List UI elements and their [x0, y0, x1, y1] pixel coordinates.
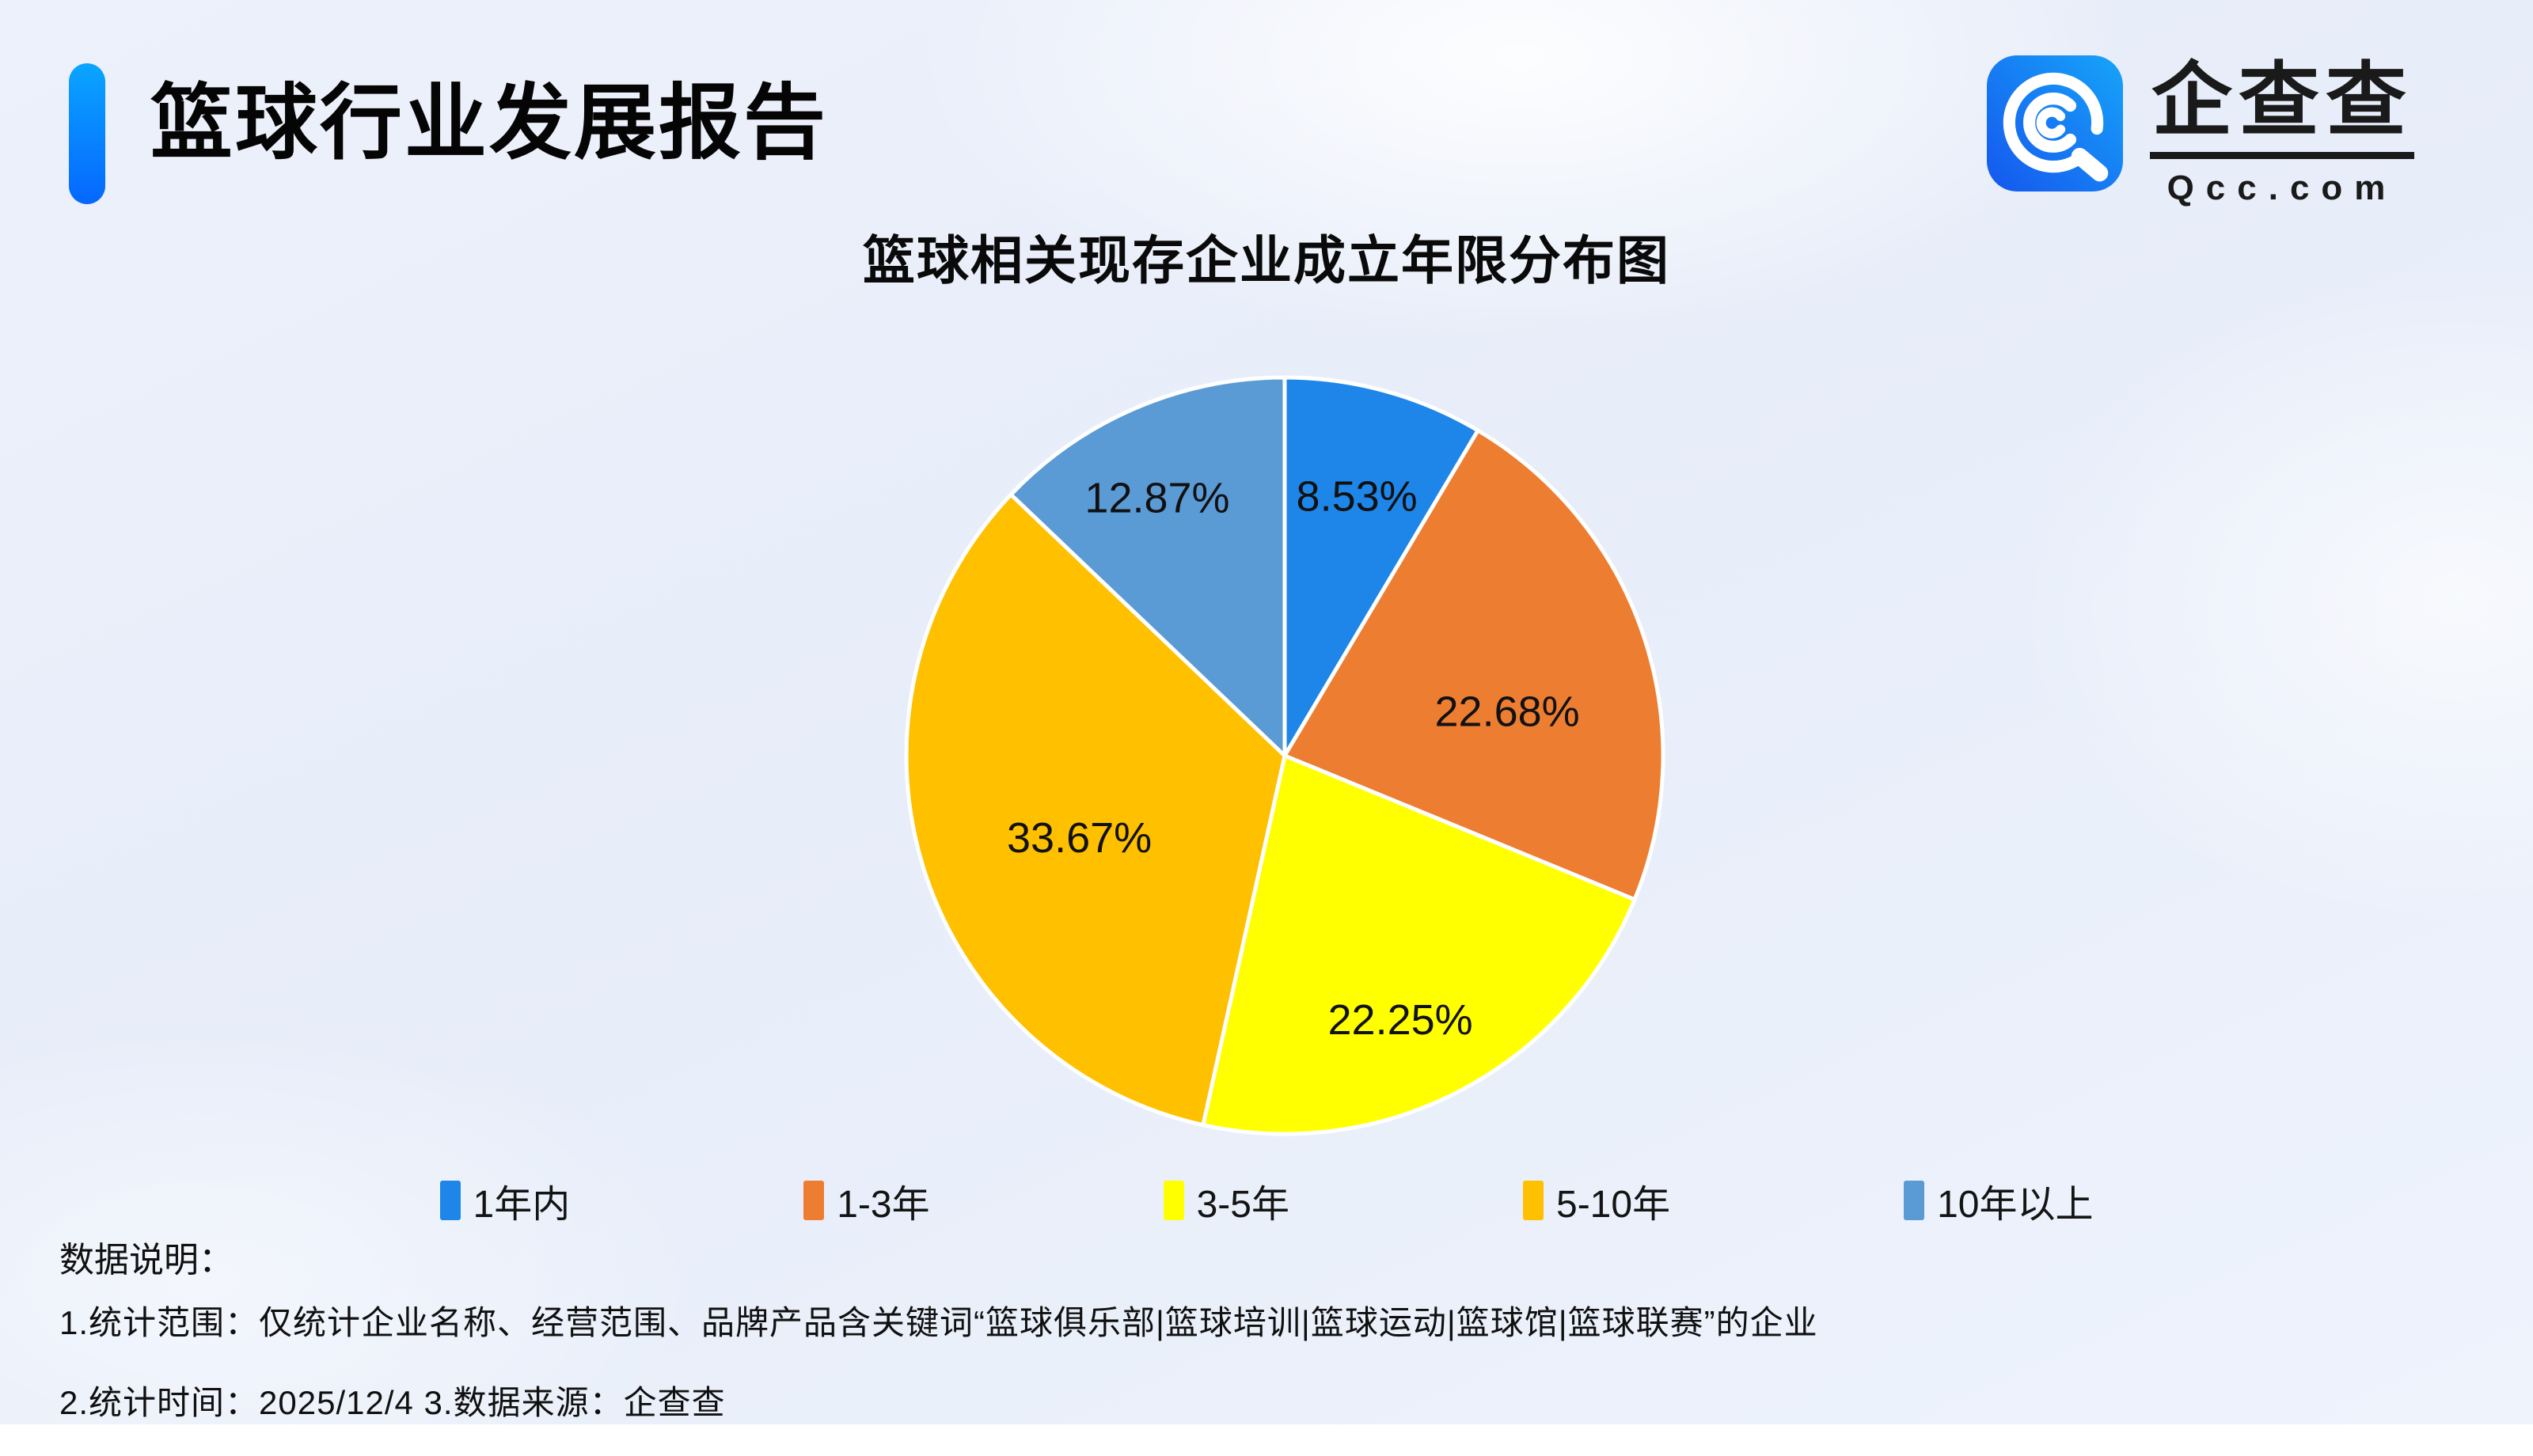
pie-slice-5-10年	[904, 492, 1287, 1128]
chart-legend: 1年内 1-3年 3-5年 5-10年 10年以上	[0, 1173, 2533, 1228]
legend-item-1年内: 1年内	[439, 1173, 571, 1228]
title-accent-bar	[69, 63, 105, 204]
chart-title: 篮球相关现存企业成立年限分布图	[863, 231, 1670, 290]
pie-label-1-3年: 22.68%	[1435, 688, 1580, 735]
pie-slice-1-3年	[1282, 428, 1665, 902]
legend-item-1-3年: 1-3年	[803, 1173, 930, 1228]
legend-swatch-icon	[803, 1181, 825, 1220]
legend-item-10年以上: 10年以上	[1904, 1173, 2093, 1228]
pie-label-1年内: 8.53%	[1297, 472, 1418, 520]
pie-label-3-5年: 22.25%	[1328, 996, 1473, 1044]
legend-label: 5-10年	[1556, 1184, 1671, 1226]
legend-item-3-5年: 3-5年	[1163, 1173, 1289, 1228]
legend-swatch-icon	[1523, 1181, 1544, 1220]
logo-domain-text: Qcc.com	[2167, 169, 2398, 207]
qcc-magnifier-icon	[1987, 55, 2123, 191]
footnotes-heading: 数据说明：	[59, 1241, 234, 1280]
legend-swatch-icon	[439, 1181, 461, 1220]
legend-label: 3-5年	[1196, 1184, 1289, 1226]
footnote: 1.统计范围：仅统计企业名称、经营范围、品牌产品含关键词“篮球俱乐部|篮球培训|…	[59, 1304, 1818, 1341]
footnote: 2.统计时间：2025/12/4 3.数据来源：企查查	[59, 1384, 726, 1421]
legend-label: 1-3年	[837, 1184, 930, 1226]
pie-label-10年以上: 12.87%	[1084, 475, 1229, 522]
pie-slice-1年内	[1282, 375, 1480, 758]
logo-brand-text: 企查查	[2150, 55, 2414, 159]
pie-slice-10年以上	[1008, 375, 1287, 758]
pie-chart: 8.53% 22.68% 22.25% 33.67% 12.87%	[904, 375, 1665, 1136]
pie-label-5-10年: 33.67%	[1007, 814, 1152, 862]
legend-label: 10年以上	[1937, 1184, 2094, 1226]
legend-swatch-icon	[1163, 1181, 1184, 1220]
pie-slice-3-5年	[1201, 753, 1637, 1136]
report-title: 篮球行业发展报告	[150, 78, 829, 169]
report-canvas: 篮球行业发展报告 企查查 Qcc.com 篮	[0, 0, 2533, 1424]
footnotes: 1.统计范围：仅统计企业名称、经营范围、品牌产品含关键词“篮球俱乐部|篮球培训|…	[59, 1296, 1818, 1456]
qcc-logo: 企查查 Qcc.com	[1987, 55, 2414, 208]
logo-texts: 企查查 Qcc.com	[2150, 55, 2414, 208]
legend-swatch-icon	[1904, 1181, 1925, 1220]
legend-label: 1年内	[473, 1184, 571, 1226]
legend-item-5-10年: 5-10年	[1523, 1173, 1670, 1228]
